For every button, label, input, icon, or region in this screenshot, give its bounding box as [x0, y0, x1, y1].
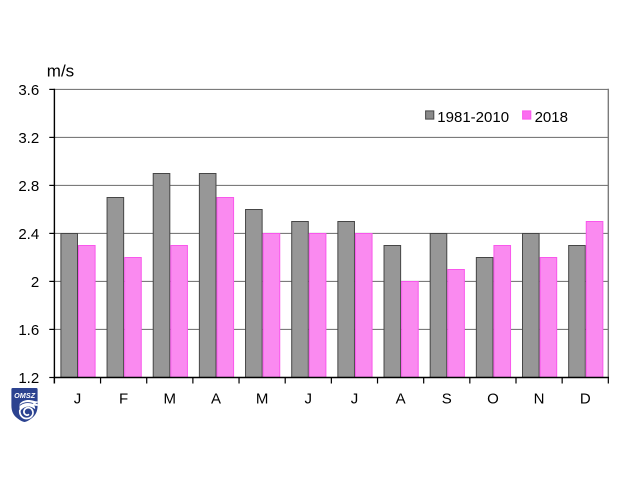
svg-text:O: O	[487, 390, 499, 407]
svg-text:A: A	[211, 390, 221, 407]
svg-text:2.4: 2.4	[18, 226, 39, 243]
svg-text:1981-2010: 1981-2010	[437, 109, 509, 126]
svg-text:M: M	[164, 390, 177, 407]
svg-text:D: D	[580, 390, 591, 407]
svg-text:m/s: m/s	[47, 62, 74, 81]
svg-text:M: M	[256, 390, 269, 407]
svg-text:A: A	[396, 390, 406, 407]
svg-text:1.6: 1.6	[18, 322, 39, 339]
svg-text:3.6: 3.6	[18, 82, 39, 99]
svg-text:1.2: 1.2	[18, 370, 39, 387]
svg-text:3.2: 3.2	[18, 130, 39, 147]
svg-text:F: F	[119, 390, 128, 407]
svg-text:OMSZ: OMSZ	[14, 391, 36, 400]
svg-text:J: J	[305, 390, 313, 407]
svg-text:N: N	[534, 390, 545, 407]
svg-text:J: J	[351, 390, 359, 407]
svg-text:S: S	[442, 390, 452, 407]
svg-text:2: 2	[31, 274, 39, 291]
svg-text:J: J	[74, 390, 82, 407]
svg-text:2018: 2018	[535, 109, 568, 126]
svg-text:2.8: 2.8	[18, 178, 39, 195]
